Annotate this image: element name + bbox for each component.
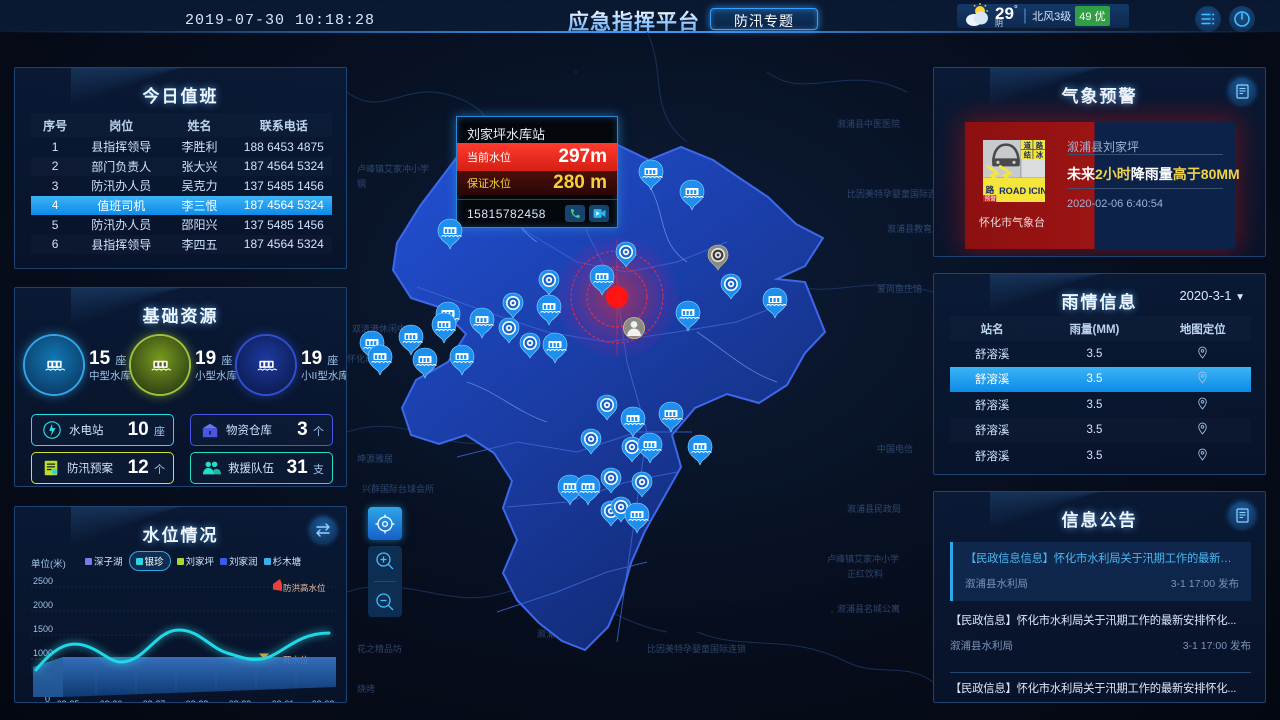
svg-text:03-02: 03-02 [312,699,335,703]
svg-text:02-29: 02-29 [229,699,252,703]
svg-text:2000: 2000 [33,600,53,610]
svg-text:1500: 1500 [33,624,53,634]
svg-text:结: 结 [1023,151,1031,160]
svg-text:03-01: 03-01 [272,699,295,703]
svg-text:路: 路 [1036,141,1044,150]
svg-text:ROAD ICING: ROAD ICING [999,186,1045,196]
svg-text:02-28: 02-28 [186,699,209,703]
svg-text:02-25: 02-25 [57,699,80,703]
svg-text:预警: 预警 [984,195,996,202]
svg-text:防洪高水位: 防洪高水位 [283,583,326,593]
svg-text:冰: 冰 [1036,151,1044,160]
svg-text:道: 道 [1024,141,1032,150]
svg-text:路: 路 [986,184,995,195]
svg-text:02-27: 02-27 [143,699,166,703]
svg-text:02-26: 02-26 [100,699,123,703]
svg-text:2500: 2500 [33,576,53,586]
